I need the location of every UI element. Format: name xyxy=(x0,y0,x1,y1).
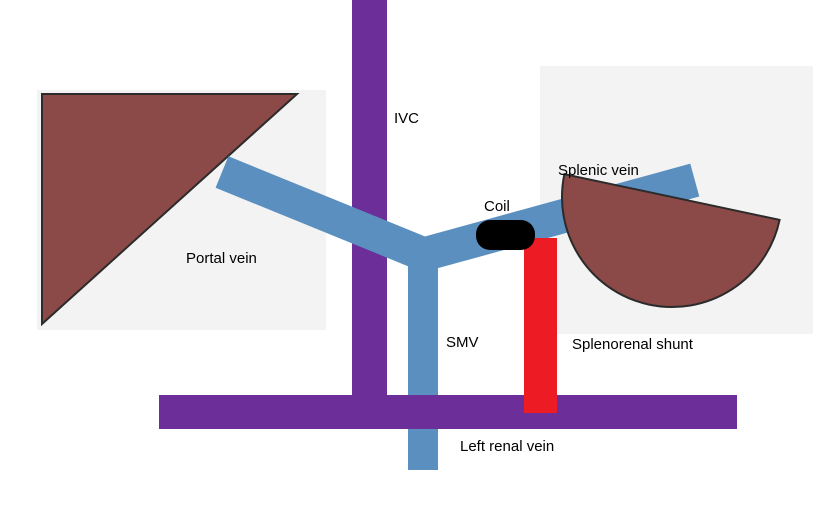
label-ivc: IVC xyxy=(394,110,419,127)
coil-shape xyxy=(476,220,535,250)
label-splenic_vein: Splenic vein xyxy=(558,162,639,179)
label-smv: SMV xyxy=(446,334,479,351)
label-splenorenal: Splenorenal shunt xyxy=(572,336,693,353)
label-left_renal: Left renal vein xyxy=(460,438,554,455)
label-coil: Coil xyxy=(484,198,510,215)
label-portal_vein: Portal vein xyxy=(186,250,257,267)
spleen-shape xyxy=(0,0,832,509)
